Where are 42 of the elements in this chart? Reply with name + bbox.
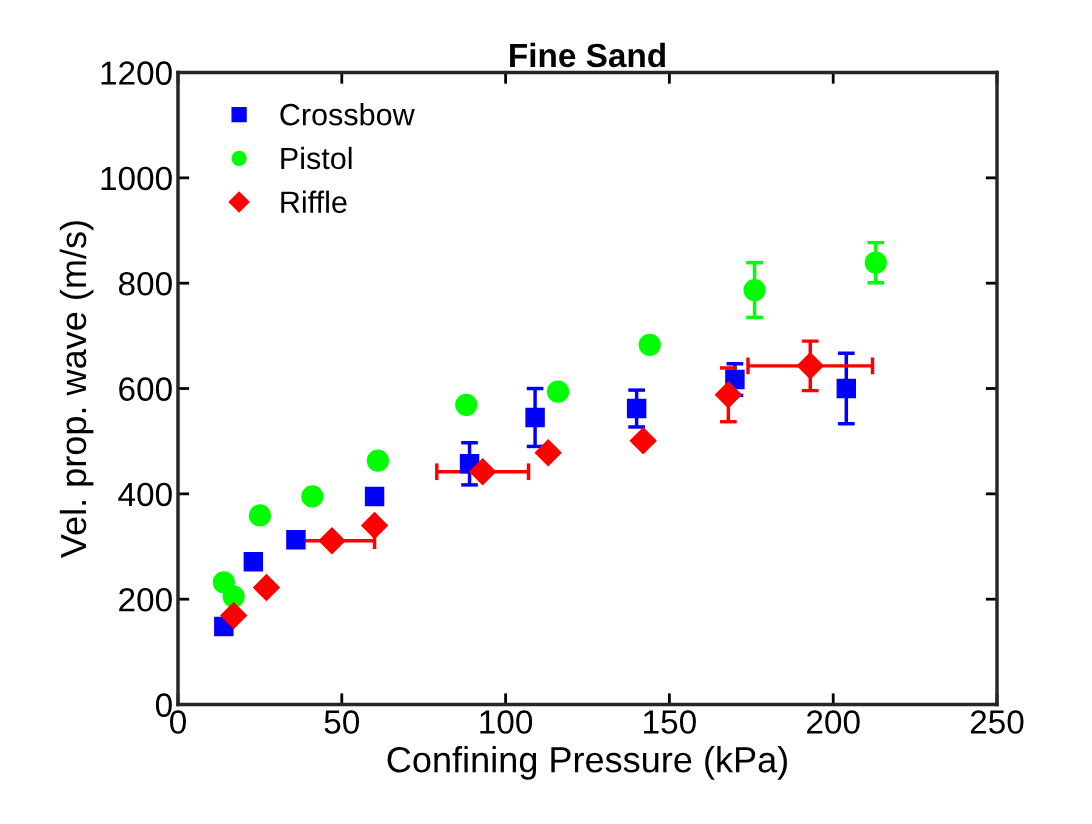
point: [243, 552, 264, 572]
point: [252, 574, 280, 602]
point: [318, 527, 346, 555]
point: [864, 251, 887, 274]
point: [220, 602, 248, 629]
point: [796, 352, 824, 380]
point: [638, 333, 661, 356]
legend-label: Riffle: [281, 190, 347, 214]
point: [364, 486, 385, 507]
x-tick-label: 200: [807, 710, 860, 734]
point: [469, 458, 497, 486]
point: [714, 381, 742, 409]
y-tick-label: 1000: [101, 166, 172, 191]
y-tick-label: 600: [119, 377, 172, 401]
point: [525, 407, 545, 428]
point: [836, 378, 857, 399]
y-tick-label: 1200: [101, 61, 172, 85]
x-tick-label: 100: [480, 710, 533, 734]
point: [361, 511, 389, 539]
point: [301, 485, 324, 508]
y-tick-label: 800: [118, 271, 172, 296]
point: [626, 398, 647, 419]
x-axis-title: Confining Pressure (kPa): [387, 746, 787, 780]
point: [248, 504, 272, 527]
legend-label: Pistol: [281, 146, 352, 170]
x-tick-label: 250: [970, 710, 1024, 734]
legend-label: Crossbow: [280, 103, 415, 126]
y-axis-title: Vel. prop. wave (m/s): [59, 221, 94, 558]
point: [629, 427, 657, 455]
x-tick-label: 150: [644, 710, 696, 734]
chart-title: Fine Sand: [510, 42, 665, 68]
point: [546, 380, 570, 403]
x-tick-label: 50: [324, 710, 360, 734]
y-tick-label: 400: [118, 482, 172, 507]
point: [743, 278, 766, 302]
point: [222, 585, 245, 608]
y-tick-label: 200: [119, 587, 172, 612]
y-tick-label: 0: [155, 693, 172, 717]
point: [286, 529, 306, 550]
point: [366, 449, 389, 472]
point: [534, 439, 562, 467]
point: [455, 393, 478, 416]
